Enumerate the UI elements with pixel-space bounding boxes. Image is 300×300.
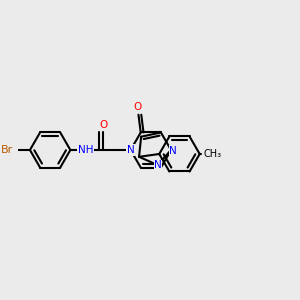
Text: NH: NH	[78, 145, 93, 155]
Text: N: N	[127, 145, 134, 155]
Text: N: N	[154, 160, 162, 170]
Text: O: O	[133, 103, 141, 112]
Text: O: O	[99, 120, 108, 130]
Text: Br: Br	[1, 145, 13, 155]
Text: N: N	[169, 146, 177, 156]
Text: CH₃: CH₃	[204, 149, 222, 159]
